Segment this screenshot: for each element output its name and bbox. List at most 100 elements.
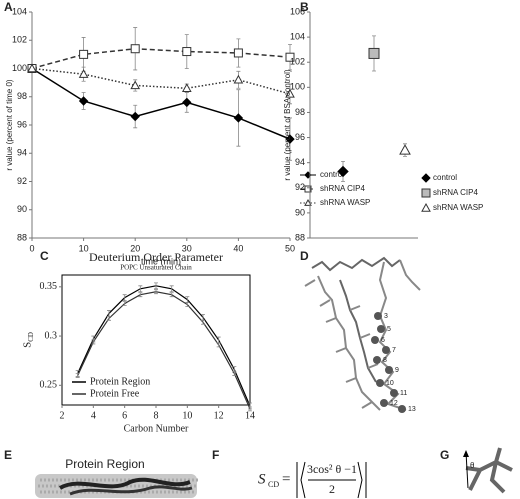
error-bar [232, 371, 237, 376]
marker [233, 48, 243, 58]
diagram-g [463, 447, 513, 494]
error-bar [248, 406, 252, 412]
y-tick-label: 92 [295, 182, 305, 192]
error-bar [216, 342, 221, 348]
marker [285, 52, 295, 62]
marker [130, 80, 141, 90]
atom-label: 7 [392, 347, 396, 354]
eq-equals: = [282, 471, 290, 487]
error-bar [201, 319, 205, 325]
y-tick-label: 96 [17, 119, 27, 129]
panel-letter: A [4, 0, 13, 14]
marker [368, 47, 380, 59]
chart-title: Deuterium Order Parameter [89, 250, 223, 264]
series-line [77, 291, 251, 410]
y-tick-label: 100 [12, 63, 27, 73]
error-bar [91, 339, 96, 345]
panel-title: Protein Region [65, 457, 144, 471]
marker [285, 134, 295, 144]
legend-label: control [320, 170, 344, 179]
error-bar [169, 285, 174, 293]
x-tick-label: 12 [214, 410, 224, 421]
molecule-d [304, 256, 421, 411]
error-bar [122, 301, 127, 306]
x-tick-label: 40 [233, 243, 243, 253]
x-axis-label: Carbon Number [124, 423, 189, 434]
panel-letter: D [300, 249, 309, 263]
panel-letter: G [440, 448, 449, 462]
panel-letter: E [4, 448, 12, 462]
x-tick-label: 50 [285, 243, 295, 253]
legend-marker [421, 188, 431, 198]
atom-label: 13 [408, 406, 416, 413]
error-bar [169, 292, 174, 298]
y-axis-label: SCD [22, 332, 35, 348]
error-bar [154, 282, 158, 290]
marker [130, 44, 140, 54]
atom [390, 389, 398, 397]
y-tick-label: 104 [290, 31, 305, 41]
y-tick-label: 88 [295, 232, 305, 242]
x-tick-label: 8 [154, 410, 159, 421]
y-axis-label: r value (percent of BSA control) [283, 69, 292, 181]
atom-label: 6 [381, 337, 385, 344]
series-line [31, 47, 291, 70]
atom-label: 5 [387, 326, 391, 333]
error-bar [138, 285, 143, 293]
eq-numerator: 3cos² θ −1 [307, 462, 357, 476]
y-tick-label: 90 [295, 207, 305, 217]
x-tick-label: 0 [29, 243, 34, 253]
legend-label: shRNA WASP [320, 198, 370, 207]
y-tick-label: 104 [12, 6, 27, 16]
angle-label: θ [470, 461, 475, 470]
x-tick-label: 10 [182, 410, 192, 421]
error-bar [154, 289, 158, 295]
marker [182, 47, 192, 57]
atom [376, 379, 384, 387]
marker [285, 88, 295, 98]
marker [78, 96, 89, 106]
error-bar [107, 315, 111, 321]
marker [27, 63, 37, 73]
legend-label: Protein Free [90, 388, 140, 399]
legend-marker [304, 185, 312, 193]
eq-denominator: 2 [329, 482, 335, 496]
legend-marker [421, 202, 431, 212]
chart-subtitle: POPC Unsaturated Chain [120, 264, 192, 272]
eq-brackets [296, 461, 367, 499]
legend-label: shRNA CIP4 [320, 184, 365, 193]
marker [79, 49, 89, 59]
y-tick-label: 102 [12, 35, 27, 45]
legend-label: shRNA CIP4 [433, 188, 478, 197]
legend-label: shRNA WASP [433, 203, 483, 212]
x-tick-label: 20 [130, 243, 140, 253]
y-tick-label: 0.35 [40, 281, 58, 292]
marker [233, 113, 244, 123]
y-tick-label: 0.3 [45, 330, 58, 341]
panel-letter: B [300, 0, 309, 14]
series-line [77, 285, 251, 407]
legend-label: Protein Region [90, 376, 150, 387]
x-tick-label: 10 [79, 243, 89, 253]
y-tick-label: 102 [290, 57, 305, 67]
error-bar [122, 294, 127, 302]
atom [374, 312, 382, 320]
x-tick-label: 2 [60, 410, 65, 421]
y-tick-label: 98 [295, 107, 305, 117]
marker [337, 165, 349, 178]
y-tick-label: 96 [295, 132, 305, 142]
marker [399, 144, 411, 155]
marker [78, 69, 89, 78]
legend-label: control [433, 173, 457, 182]
y-tick-label: 106 [290, 6, 305, 16]
y-tick-label: 90 [17, 204, 27, 214]
error-bar [75, 373, 80, 378]
y-tick-label: 94 [295, 157, 305, 167]
atom [385, 366, 393, 374]
atom [371, 336, 379, 344]
atom-label: 11 [400, 390, 407, 397]
x-axis-label: time (min) [141, 256, 181, 266]
x-tick-label: 4 [91, 410, 96, 421]
legend-marker [421, 173, 431, 183]
